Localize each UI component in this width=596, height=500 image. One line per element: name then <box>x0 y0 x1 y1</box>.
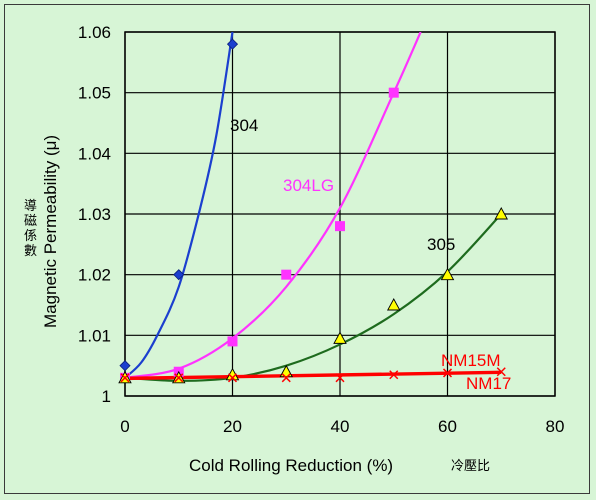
data-point <box>227 336 238 347</box>
x-axis-title: Cold Rolling Reduction (%) <box>189 456 393 475</box>
data-point <box>281 373 291 383</box>
data-point <box>227 373 238 383</box>
series-line <box>125 32 234 379</box>
x-tick-label: 40 <box>331 417 350 436</box>
data-point <box>386 298 401 311</box>
plot-border <box>124 31 556 397</box>
y-tick-label: 1.01 <box>78 326 111 345</box>
series-line <box>125 371 502 381</box>
series-label-nm15m: NM15M <box>441 351 501 370</box>
x-tick-label: 20 <box>223 417 242 436</box>
y-tick-label: 1.03 <box>78 205 111 224</box>
y-axis-title: Magnetic Permeability (μ) <box>41 135 60 328</box>
series-label-nm17: NM17 <box>466 374 511 393</box>
data-point <box>120 373 130 383</box>
data-point <box>335 221 345 232</box>
data-point <box>174 373 184 383</box>
y-axis-title-cjk-1: 導 <box>24 198 37 213</box>
data-point <box>442 368 453 378</box>
ticks: 1 1.01 1.02 1.03 1.04 1.05 1.06 0 20 40 60 80 <box>78 23 565 436</box>
data-point <box>389 370 399 380</box>
y-axis-title-cjk-4: 數 <box>24 243 37 258</box>
series-label-305: 305 <box>427 235 455 254</box>
x-tick-label: 80 <box>546 417 565 436</box>
data-point <box>335 373 345 383</box>
data-point <box>440 267 455 281</box>
x-tick-label: 0 <box>120 417 129 436</box>
data-point <box>119 360 131 372</box>
data-point <box>496 367 506 377</box>
y-tick-label: 1.02 <box>78 266 111 285</box>
y-tick-label: 1.06 <box>78 23 111 42</box>
y-axis-title-cjk-2: 磁 <box>24 213 37 228</box>
x-tick-label: 60 <box>438 417 457 436</box>
markers <box>118 38 509 384</box>
data-point <box>494 207 509 220</box>
y-tick-label: 1 <box>102 387 111 406</box>
data-point <box>388 87 399 98</box>
data-point <box>226 38 239 50</box>
y-tick-label: 1.05 <box>78 84 111 103</box>
series-label-304lg: 304LG <box>283 176 334 195</box>
series-line <box>125 370 502 379</box>
y-tick-label: 1.04 <box>78 144 111 163</box>
data-point <box>173 269 185 281</box>
data-point <box>281 269 292 280</box>
series-label-304: 304 <box>230 116 258 135</box>
x-axis-title-cjk: 冷壓比 <box>451 458 490 473</box>
y-axis-title-cjk-3: 係 <box>24 228 37 243</box>
data-point <box>333 331 347 344</box>
